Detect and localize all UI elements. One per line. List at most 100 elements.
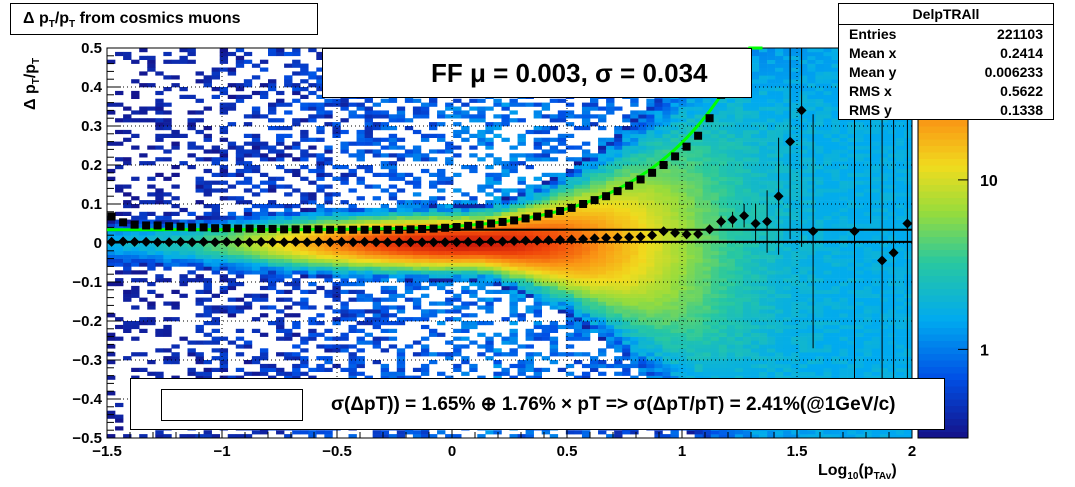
heatmap-cell — [147, 266, 156, 271]
heatmap-cell — [533, 289, 542, 294]
heatmap-cell — [614, 321, 623, 326]
heatmap-cell — [710, 137, 720, 142]
heatmap-cell — [380, 211, 390, 216]
heatmap-cell — [509, 328, 518, 333]
heatmap-cell — [396, 235, 406, 240]
heatmap-cell — [686, 348, 695, 353]
heatmap-cell — [445, 356, 454, 361]
heatmap-cell — [155, 235, 164, 240]
heatmap-cell — [501, 258, 510, 263]
heatmap-cell — [356, 270, 365, 275]
heatmap-cell — [662, 149, 671, 154]
heatmap-cell — [300, 336, 309, 341]
heatmap-cell — [590, 188, 599, 193]
heatmap-cell — [219, 67, 229, 72]
heatmap-cell — [445, 274, 454, 279]
heatmap-cell — [726, 285, 736, 291]
heatmap-cell — [654, 204, 663, 209]
heatmap-cell — [726, 172, 736, 177]
heatmap-cell — [332, 219, 341, 224]
heatmap-cell — [316, 79, 325, 84]
heatmap-cell — [396, 246, 406, 252]
heatmap-cell — [525, 223, 534, 228]
heatmap-cell — [243, 270, 253, 275]
heatmap-cell — [348, 172, 357, 177]
heatmap-cell — [412, 223, 422, 228]
heatmap-cell — [420, 207, 430, 213]
heatmap-cell — [573, 324, 583, 330]
heatmap-cell — [211, 321, 220, 326]
heatmap-cell — [364, 133, 373, 138]
heatmap-cell — [372, 309, 381, 314]
heatmap-cell — [565, 250, 575, 255]
heatmap-cell — [573, 207, 583, 213]
heatmap-cell — [525, 434, 534, 439]
heatmap-cell — [646, 196, 655, 201]
heatmap-cell — [211, 235, 220, 240]
heatmap-cell — [590, 168, 599, 174]
heatmap-cell — [437, 352, 446, 357]
heatmap-cell — [662, 102, 671, 107]
heatmap-cell — [461, 235, 470, 240]
heatmap-cell — [606, 250, 615, 255]
heatmap-cell — [493, 348, 502, 353]
heatmap-cell — [316, 204, 325, 209]
heatmap-cell — [171, 165, 180, 170]
heatmap-cell — [549, 336, 559, 341]
heatmap-cell — [541, 204, 551, 209]
heatmap-cell — [420, 352, 430, 357]
heatmap-cell — [284, 63, 293, 68]
heatmap-cell — [598, 219, 607, 224]
heatmap-cell — [211, 367, 220, 372]
heatmap-cell — [734, 188, 744, 193]
heatmap-cell — [581, 110, 591, 115]
heatmap-cell — [581, 168, 591, 174]
heatmap-cell — [718, 289, 728, 294]
heatmap-cell — [710, 122, 720, 127]
heatmap-cell — [292, 375, 301, 380]
heatmap-cell — [654, 106, 663, 111]
heatmap-cell — [581, 313, 591, 318]
heatmap-cell — [123, 258, 132, 263]
heatmap-cell — [348, 344, 357, 349]
heatmap-cell — [123, 356, 132, 361]
heatmap-cell — [437, 332, 446, 337]
heatmap-cell — [300, 231, 309, 236]
heatmap-cell — [573, 305, 583, 310]
heatmap-cell — [131, 133, 140, 138]
heatmap-cell — [453, 274, 462, 279]
heatmap-cell — [356, 207, 365, 213]
heatmap-cell — [678, 184, 687, 189]
heatmap-cell — [340, 254, 349, 259]
heatmap-cell — [702, 223, 712, 228]
heatmap-cell — [742, 289, 752, 294]
heatmap-cell — [284, 145, 293, 150]
heatmap-cell — [453, 211, 462, 216]
heatmap-cell — [654, 332, 663, 337]
heatmap-cell — [251, 250, 261, 255]
heatmap-cell — [437, 219, 446, 224]
heatmap-cell — [203, 83, 212, 88]
heatmap-cell — [694, 297, 703, 302]
heatmap-cell — [316, 363, 325, 369]
heatmap-cell — [396, 110, 406, 115]
heatmap-cell — [606, 141, 615, 146]
heatmap-cell — [324, 289, 333, 294]
heatmap-cell — [590, 161, 599, 166]
heatmap-cell — [533, 309, 542, 314]
heatmap-cell — [461, 328, 470, 333]
heatmap-cell — [429, 215, 438, 220]
heatmap-cell — [268, 215, 277, 220]
heatmap-cell — [187, 250, 196, 255]
heatmap-cell — [726, 192, 736, 197]
heatmap-cell — [726, 231, 736, 236]
heatmap-cell — [445, 434, 454, 439]
heatmap-cell — [469, 106, 478, 111]
heatmap-cell — [630, 348, 639, 353]
heatmap-cell — [734, 98, 744, 103]
heatmap-cell — [308, 317, 317, 322]
heatmap-cell — [203, 313, 212, 318]
heatmap-cell — [348, 246, 357, 252]
heatmap-cell — [718, 98, 728, 103]
heatmap-cell — [726, 211, 736, 216]
